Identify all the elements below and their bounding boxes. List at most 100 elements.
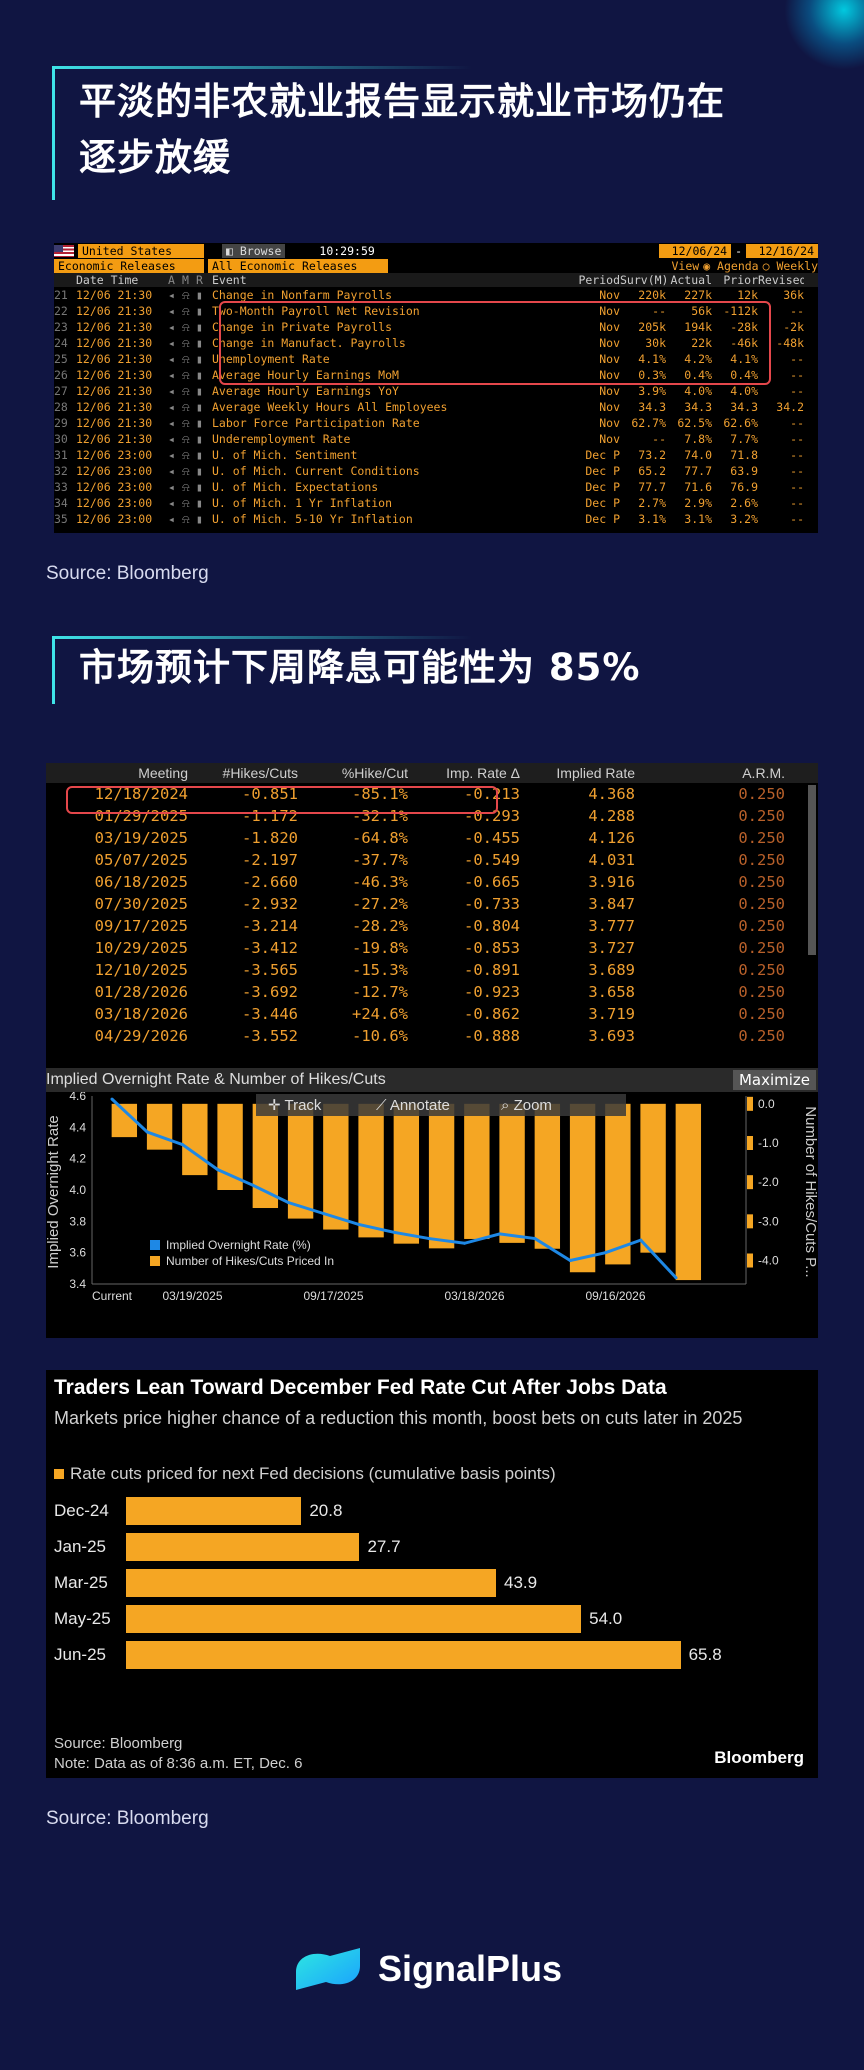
col-actual[interactable]: Actual [670, 273, 712, 287]
table-row[interactable]: 26 12/06 21:30 ◂ ⍾ ▮ Average Hourly Earnings … [54, 367, 818, 383]
alert-icon: ◂ [168, 448, 175, 462]
signal-bars-icon: ▮ [196, 336, 203, 350]
col-r[interactable]: R [196, 273, 203, 287]
table-row[interactable]: 25 12/06 21:30 ◂ ⍾ ▮ Unemployment Rate Nov 4.1%… [54, 351, 818, 367]
table-row[interactable]: 28 12/06 21:30 ◂ ⍾ ▮ Average Weekly Hours All… [54, 399, 818, 415]
table-row[interactable]: 05/07/2025 -2.197 -37.7% -0.549 4.031 0.250 [46, 849, 818, 871]
table-row[interactable]: 10/29/2025 -3.412 -19.8% -0.853 3.727 0.250 [46, 937, 818, 959]
browse-button[interactable]: ◧ Browse [222, 243, 286, 258]
table-cell: 77.7 [684, 464, 712, 478]
col-a[interactable]: A [168, 273, 175, 287]
table-row[interactable]: 32 12/06 23:00 ◂ ⍾ ▮ U. of Mich. Current Cond… [54, 463, 818, 479]
table-cell: +24.6% [352, 1005, 408, 1023]
col-hikes[interactable]: #Hikes/Cuts [222, 765, 298, 781]
table-cell: 21 [54, 288, 68, 302]
x-tick-label: 03/19/2025 [162, 1289, 222, 1303]
date-to[interactable]: 12/16/24 [746, 243, 818, 258]
table-cell: 0.250 [738, 895, 785, 913]
category-select[interactable]: Economic Releases [54, 258, 204, 273]
rate-point [251, 1183, 255, 1187]
track-button[interactable]: ✛ Track [268, 1097, 322, 1114]
table-row[interactable]: 21 12/06 21:30 ◂ ⍾ ▮ Change in Nonfarm Payrol… [54, 287, 818, 303]
alert-icon: ◂ [168, 416, 175, 430]
table-cell: 12/06 21:30 [76, 304, 153, 318]
table-row[interactable]: 23 12/06 21:30 ◂ ⍾ ▮ Change in Private Payrol… [54, 319, 818, 335]
col-implied-rate[interactable]: Implied Rate [556, 765, 635, 781]
table-cell: Two-Month Payroll Net Revision [212, 304, 420, 318]
table-cell: 01/28/2026 [94, 983, 188, 1001]
date-from[interactable]: 12/06/24 [659, 243, 732, 258]
filter-select[interactable]: All Economic Releases [208, 258, 388, 273]
table-row[interactable]: 29 12/06 21:30 ◂ ⍾ ▮ Labor Force Participatio… [54, 415, 818, 431]
section-title-2: 市场预计下周降息可能性为 85% [79, 646, 641, 689]
signal-bars-icon: ▮ [196, 288, 203, 302]
bar-row: Dec-24 20.8 [54, 1496, 342, 1526]
table-cell: 24 [54, 336, 68, 350]
table-cell: Dec P [585, 512, 620, 526]
table-row[interactable]: 01/29/2025 -1.172 -32.1% -0.293 4.288 0.250 [46, 805, 818, 827]
tick-marker [747, 1096, 753, 1111]
table-row[interactable]: 35 12/06 23:00 ◂ ⍾ ▮ U. of Mich. 5-10 Yr Infl… [54, 511, 818, 527]
annotate-button[interactable]: ⟋ Annotate [376, 1097, 450, 1114]
table-row[interactable]: 12/18/2024 -0.851 -85.1% -0.213 4.368 0.250 [46, 783, 818, 805]
table-row[interactable]: 09/17/2025 -3.214 -28.2% -0.804 3.777 0.250 [46, 915, 818, 937]
col-period[interactable]: Period [578, 273, 620, 287]
bar-category-label: May-25 [54, 1609, 111, 1628]
table-cell: U. of Mich. Sentiment [212, 448, 358, 462]
col-event[interactable]: Event [212, 273, 247, 287]
table-row[interactable]: 04/29/2026 -3.552 -10.6% -0.888 3.693 0.250 [46, 1025, 818, 1047]
bar-row: May-25 54.0 [54, 1604, 622, 1634]
col-imp-rate[interactable]: Imp. Rate Δ [446, 765, 520, 781]
zoom-button[interactable]: ⌕ Zoom [501, 1097, 552, 1114]
table-cell: Dec P [585, 480, 620, 494]
alert-icon: ◂ [168, 336, 175, 350]
table-cell: 12/06 21:30 [76, 336, 153, 350]
x-tick-label: 09/16/2026 [585, 1289, 645, 1303]
col-surv[interactable]: Surv(M) [620, 273, 666, 287]
col-meeting[interactable]: Meeting [138, 765, 188, 781]
bar-mark [182, 1103, 208, 1176]
table-cell: 12/06 21:30 [76, 384, 153, 398]
col-pct[interactable]: %Hike/Cut [341, 765, 408, 781]
bell-icon: ⍾ [182, 448, 190, 462]
table-row[interactable]: 27 12/06 21:30 ◂ ⍾ ▮ Average Hourly Earnings … [54, 383, 818, 399]
agenda-radio[interactable]: ◉ Agenda [703, 258, 759, 273]
col-prior[interactable]: Prior [723, 273, 758, 287]
table-row[interactable]: 06/18/2025 -2.660 -46.3% -0.665 3.916 0.250 [46, 871, 818, 893]
table-row[interactable]: 31 12/06 23:00 ◂ ⍾ ▮ U. of Mich. Sentiment Dec… [54, 447, 818, 463]
left-tick-label: 4.6 [69, 1092, 86, 1103]
bar-mark [146, 1103, 173, 1150]
table-row[interactable]: 22 12/06 21:30 ◂ ⍾ ▮ Two-Month Payroll Net Re… [54, 303, 818, 319]
heading-accent [52, 636, 472, 639]
col-date-time[interactable]: Date Time [76, 273, 139, 287]
legend-swatch-rate [150, 1240, 160, 1250]
table-cell: 0.4% [730, 368, 758, 382]
x-tick-label: Current [92, 1289, 133, 1303]
maximize-button[interactable]: Maximize [732, 1070, 816, 1090]
left-axis-title: Implied Overnight Rate [46, 1115, 62, 1268]
table-row[interactable]: 30 12/06 21:30 ◂ ⍾ ▮ Underemployment Rate Nov -… [54, 431, 818, 447]
table-cell: -- [790, 480, 804, 494]
table-cell: -64.8% [352, 829, 408, 847]
table-row[interactable]: 03/18/2026 -3.446 +24.6% -0.862 3.719 0.250 [46, 1003, 818, 1025]
highlight-box [219, 301, 771, 385]
country-select[interactable]: United States [78, 243, 204, 258]
table-cell: 205k [638, 320, 666, 334]
table-row[interactable]: 03/19/2025 -1.820 -64.8% -0.455 4.126 0.250 [46, 827, 818, 849]
col-m[interactable]: M [182, 273, 189, 287]
scrollbar[interactable] [808, 785, 816, 955]
table-row[interactable]: 07/30/2025 -2.932 -27.2% -0.733 3.847 0.250 [46, 893, 818, 915]
rate-point [110, 1097, 114, 1101]
table-row[interactable]: 33 12/06 23:00 ◂ ⍾ ▮ U. of Mich. Expectations… [54, 479, 818, 495]
table-cell: 71.6 [684, 480, 712, 494]
col-arm[interactable]: A.R.M. [742, 765, 785, 781]
table-row[interactable]: 34 12/06 23:00 ◂ ⍾ ▮ U. of Mich. 1 Yr Inflati… [54, 495, 818, 511]
weekly-radio[interactable]: ○ Weekly [762, 258, 818, 273]
table-cell: 3.916 [588, 873, 635, 891]
table-row[interactable]: 01/28/2026 -3.692 -12.7% -0.923 3.658 0.250 [46, 981, 818, 1003]
table-cell: -46k [730, 336, 758, 350]
table-row[interactable]: 24 12/06 21:30 ◂ ⍾ ▮ Change in Manufact. Payr… [54, 335, 818, 351]
bar-mark [569, 1103, 596, 1273]
table-row[interactable]: 12/10/2025 -3.565 -15.3% -0.891 3.689 0.250 [46, 959, 818, 981]
col-revised[interactable]: Revised [758, 273, 804, 287]
